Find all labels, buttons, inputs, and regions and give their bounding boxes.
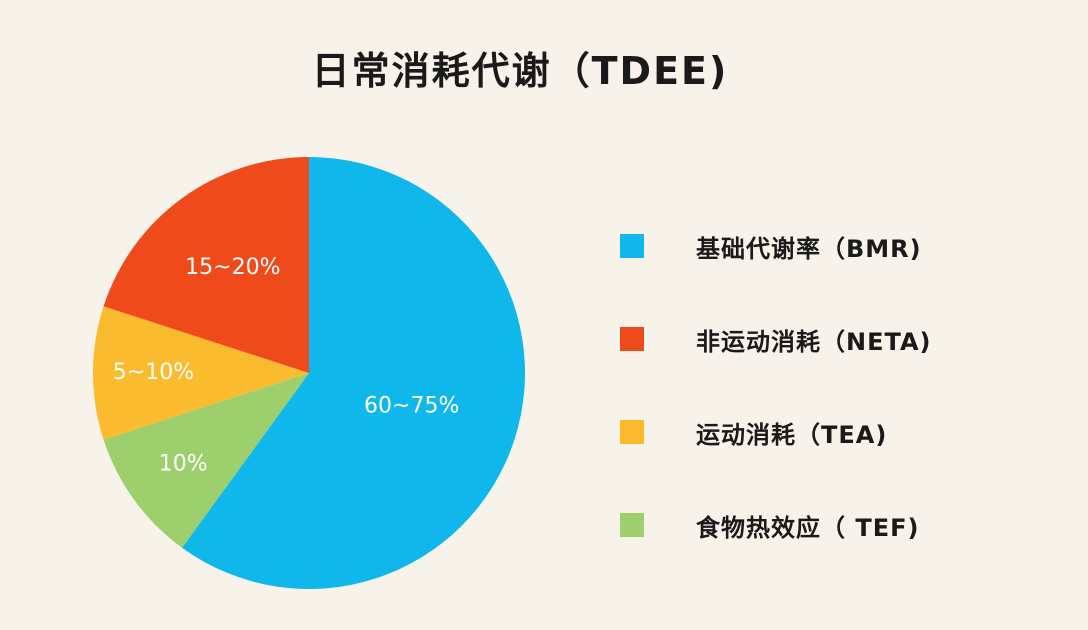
legend-label-bmr: 基础代谢率（BMR) bbox=[696, 234, 922, 263]
legend-swatch-tef bbox=[620, 513, 644, 537]
legend-swatch-neta bbox=[620, 327, 644, 351]
legend-item-tea: 运动消耗（TEA) bbox=[620, 408, 932, 456]
legend-label-neta: 非运动消耗（NETA) bbox=[696, 327, 932, 356]
chart-title: 日常消耗代谢（TDEE) bbox=[311, 49, 729, 93]
legend-item-neta: 非运动消耗（NETA) bbox=[620, 315, 932, 363]
pie-slice-3 bbox=[103, 157, 309, 373]
legend: 基础代谢率（BMR) 非运动消耗（NETA) 运动消耗（TEA) 食物热效应（ … bbox=[620, 222, 932, 594]
legend-item-bmr: 基础代谢率（BMR) bbox=[620, 222, 932, 270]
pie-slice-label-0: 60~75% bbox=[364, 393, 459, 418]
legend-swatch-tea bbox=[620, 420, 644, 444]
legend-label-tef: 食物热效应（ TEF) bbox=[696, 513, 920, 542]
legend-label-tea: 运动消耗（TEA) bbox=[696, 420, 888, 449]
pie-slice-0 bbox=[182, 157, 526, 590]
legend-swatch-bmr bbox=[620, 234, 644, 258]
pie-slice-label-2: 5~10% bbox=[113, 360, 194, 385]
pie-slice-label-1: 10% bbox=[159, 451, 208, 476]
pie-slice-2 bbox=[93, 306, 309, 440]
legend-item-tef: 食物热效应（ TEF) bbox=[620, 501, 932, 549]
pie-slice-1 bbox=[103, 373, 309, 548]
pie-slice-label-3: 15~20% bbox=[185, 255, 280, 280]
